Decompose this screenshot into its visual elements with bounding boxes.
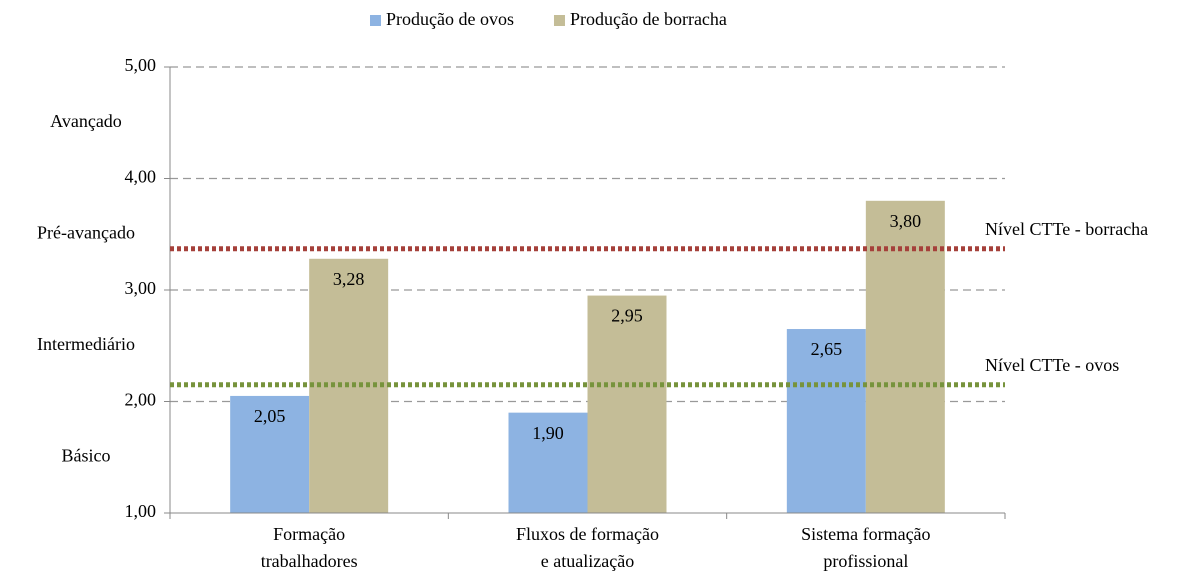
x-tick-label: Formação trabalhadores — [261, 524, 358, 571]
legend-label: Produção de borracha — [570, 9, 727, 29]
bar — [865, 200, 945, 514]
legend-swatch — [553, 15, 565, 26]
x-tick-label: Sistema formação profissional — [801, 524, 930, 571]
value-label: 2,95 — [611, 306, 643, 326]
bar — [786, 329, 866, 513]
legend-label: Produção de ovos — [386, 9, 514, 29]
y-tick-label: 2,00 — [125, 390, 157, 410]
reference-label: Nível CTTe - ovos — [985, 355, 1119, 375]
bar — [508, 412, 588, 513]
y-tick-label: 3,00 — [125, 278, 157, 298]
value-label: 3,80 — [890, 211, 922, 231]
value-label: 2,05 — [254, 406, 286, 426]
level-label: Avançado — [50, 111, 122, 131]
value-label: 3,28 — [333, 269, 365, 289]
value-label: 1,90 — [532, 423, 564, 443]
y-tick-label: 1,00 — [125, 501, 157, 521]
legend-swatch — [370, 15, 381, 26]
bar — [587, 295, 667, 513]
reference-label: Nível CTTe - borracha — [985, 219, 1148, 239]
bar — [230, 395, 310, 513]
value-label: 2,65 — [811, 339, 843, 359]
level-label: Básico — [62, 445, 111, 465]
level-label: Pré-avançado — [37, 222, 135, 242]
level-label: Intermediário — [37, 334, 135, 354]
x-tick-label: Fluxos de formação e atualização — [516, 524, 659, 571]
y-tick-label: 5,00 — [125, 55, 157, 75]
y-tick-label: 4,00 — [125, 167, 157, 187]
